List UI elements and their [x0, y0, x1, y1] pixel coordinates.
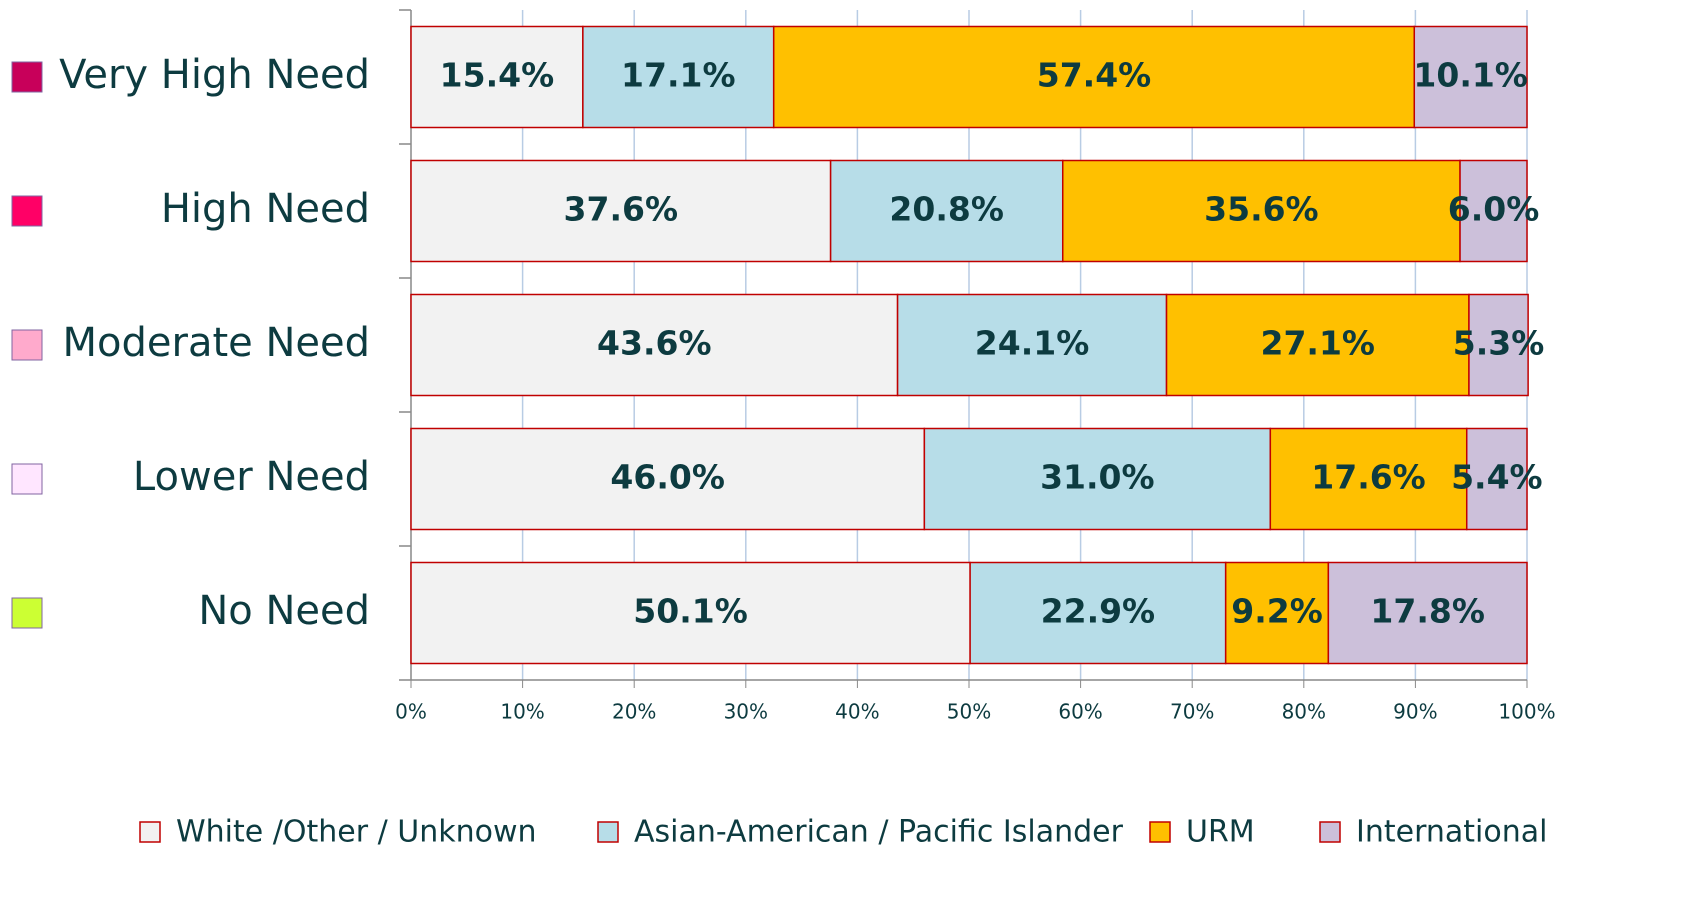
value-label: 5.4% — [1451, 458, 1543, 497]
category-label: Very High Need — [59, 52, 370, 98]
legend-swatch — [1149, 821, 1171, 843]
category-label: Moderate Need — [63, 320, 370, 366]
bar-segment — [1413, 25, 1528, 129]
bar-segment — [772, 25, 1416, 129]
x-tick-label: 80% — [1282, 700, 1326, 724]
x-tick-label: 20% — [612, 700, 656, 724]
value-label: 9.2% — [1231, 592, 1323, 631]
x-tick-label: 100% — [1498, 700, 1555, 724]
x-tick-label: 70% — [1170, 700, 1214, 724]
legend-swatch — [597, 821, 619, 843]
value-label: 17.6% — [1311, 458, 1426, 497]
bar-segment — [1165, 293, 1470, 397]
value-label: 46.0% — [610, 458, 725, 497]
bar-segment — [896, 293, 1168, 397]
value-label: 17.8% — [1370, 592, 1485, 631]
value-label: 20.8% — [889, 190, 1004, 229]
value-label: 31.0% — [1040, 458, 1155, 497]
category-label: High Need — [161, 186, 370, 232]
category-marker — [11, 61, 43, 93]
bar-segment — [410, 427, 926, 531]
bar-segment — [1061, 159, 1461, 263]
bar-segment — [410, 159, 832, 263]
category-marker — [11, 597, 43, 629]
value-label: 22.9% — [1041, 592, 1156, 631]
category-label: Lower Need — [133, 454, 370, 500]
x-tick-label: 90% — [1393, 700, 1437, 724]
value-label: 15.4% — [440, 56, 555, 95]
bar-segment — [1269, 427, 1468, 531]
category-marker — [11, 463, 43, 495]
bar-segment — [410, 561, 971, 665]
category-marker — [11, 329, 43, 361]
x-tick-label: 10% — [500, 700, 544, 724]
bar-segment — [1224, 561, 1330, 665]
x-tick-label: 0% — [395, 700, 427, 724]
value-label: 35.6% — [1204, 190, 1319, 229]
value-label: 57.4% — [1037, 56, 1152, 95]
bar-segment — [1465, 427, 1528, 531]
value-label: 6.0% — [1448, 190, 1540, 229]
bar-segment — [1468, 293, 1529, 397]
x-tick-label: 60% — [1058, 700, 1102, 724]
value-label: 5.3% — [1453, 324, 1545, 363]
bar-segment — [410, 293, 899, 397]
legend-label: White /Other / Unknown — [176, 815, 537, 850]
bar-segment — [969, 561, 1227, 665]
legend-swatch — [1319, 821, 1341, 843]
x-tick-label: 50% — [947, 700, 991, 724]
value-label: 17.1% — [621, 56, 736, 95]
legend-swatch — [139, 821, 161, 843]
bar-segment — [1327, 561, 1528, 665]
category-label: No Need — [198, 588, 370, 634]
bar-segment — [582, 25, 775, 129]
legend-label: International — [1356, 815, 1547, 850]
value-label: 24.1% — [975, 324, 1090, 363]
legend-label: Asian-American / Pacific Islander — [634, 815, 1124, 850]
value-label: 43.6% — [597, 324, 712, 363]
value-label: 37.6% — [564, 190, 679, 229]
x-tick-label: 30% — [724, 700, 768, 724]
legend-label: URM — [1186, 815, 1255, 850]
value-label: 27.1% — [1261, 324, 1376, 363]
value-label: 50.1% — [633, 592, 748, 631]
bar-segment — [829, 159, 1064, 263]
bar-segment — [923, 427, 1272, 531]
bar-segment — [1459, 159, 1528, 263]
bar-segment — [410, 25, 584, 129]
category-marker — [11, 195, 43, 227]
value-label: 10.1% — [1413, 56, 1528, 95]
x-tick-label: 40% — [835, 700, 879, 724]
